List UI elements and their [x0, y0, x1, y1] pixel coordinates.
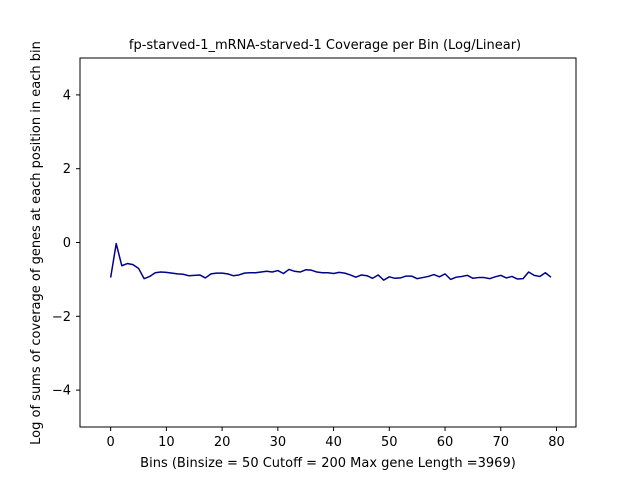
y-tick-label: −2: [52, 310, 71, 325]
coverage-series-line: [109, 242, 552, 281]
x-tick-label: 50: [381, 435, 398, 450]
x-tick-label: 30: [270, 435, 287, 450]
x-tick-label: 80: [548, 435, 565, 450]
x-tick-label: 10: [158, 435, 175, 450]
x-tick-label: 20: [214, 435, 231, 450]
x-tick-label: 40: [325, 435, 342, 450]
x-tick-label: 70: [492, 435, 509, 450]
x-tick-label: 0: [107, 435, 115, 450]
x-axis-label: Bins (Binsize = 50 Cutoff = 200 Max gene…: [140, 456, 516, 471]
chart-title: fp-starved-1_mRNA-starved-1 Coverage per…: [129, 38, 521, 53]
y-tick-label: 4: [63, 88, 71, 103]
y-tick-label: 2: [63, 162, 71, 177]
y-tick-label: −4: [52, 384, 71, 399]
y-tick-label: 0: [63, 236, 71, 251]
x-tick-label: 60: [437, 435, 454, 450]
y-axis-label: Log of sums of coverage of genes at each…: [29, 41, 44, 445]
plot-area-frame: [79, 57, 577, 428]
